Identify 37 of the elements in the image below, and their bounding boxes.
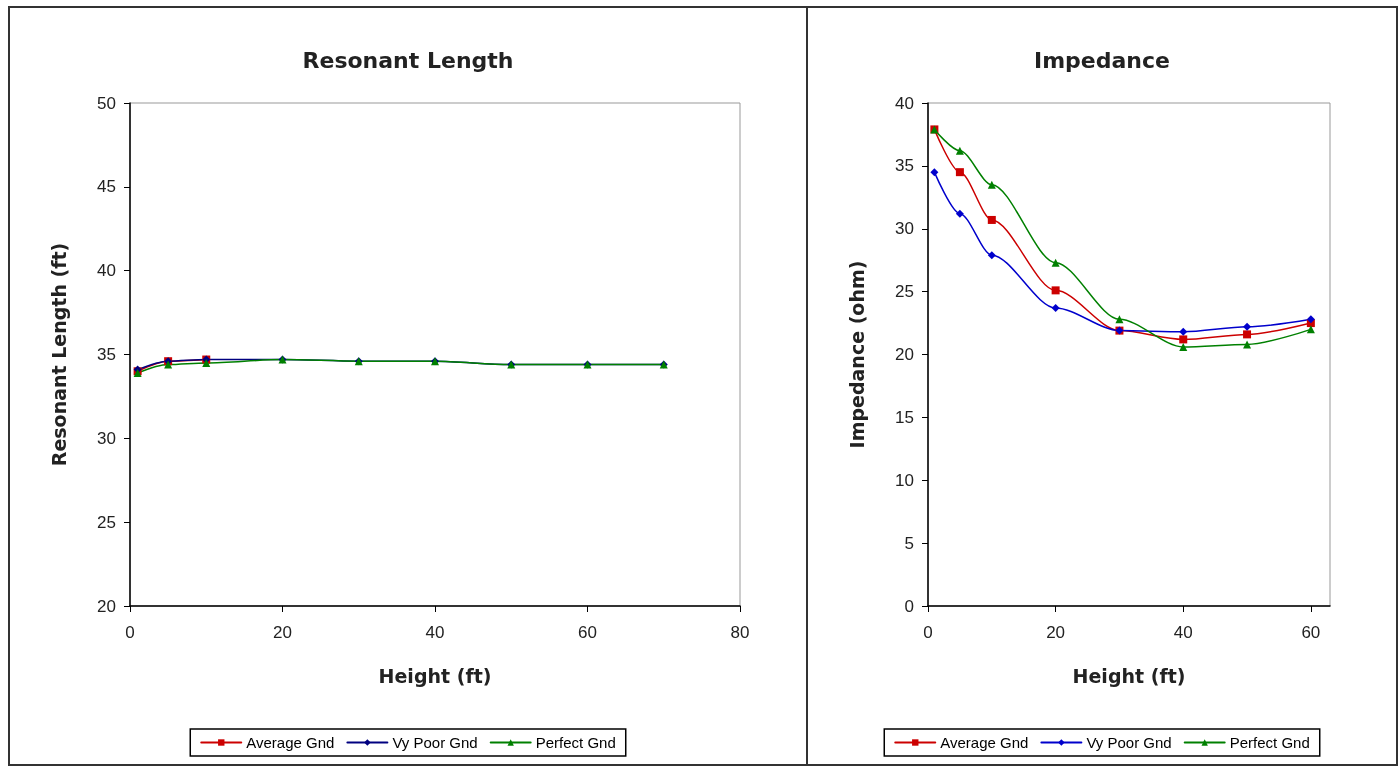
x-tick-label: 20 bbox=[273, 623, 292, 642]
y-tick-label: 25 bbox=[97, 512, 116, 532]
x-tick-label: 60 bbox=[578, 623, 597, 642]
x-tick-label: 80 bbox=[730, 623, 750, 642]
y-axis-title: Resonant Length (ft) bbox=[47, 242, 70, 467]
x-tick-label: 0 bbox=[125, 623, 135, 642]
x-axis-title: Height (ft) bbox=[1072, 664, 1186, 687]
y-tick-label: 20 bbox=[895, 345, 914, 364]
y-tick-label: 5 bbox=[904, 533, 914, 553]
y-tick-label: 45 bbox=[97, 177, 116, 197]
legend-label: Vy Poor Gnd bbox=[392, 734, 478, 751]
legend-label: Average Gnd bbox=[940, 734, 1029, 751]
y-tick-label: 10 bbox=[895, 470, 914, 490]
legend-label: Perfect Gnd bbox=[535, 734, 616, 751]
chart-title: Impedance bbox=[1034, 47, 1170, 73]
legend-label: Average Gnd bbox=[246, 734, 335, 751]
y-tick-label: 40 bbox=[97, 261, 116, 281]
legend-label: Vy Poor Gnd bbox=[1086, 734, 1172, 751]
x-tick-label: 40 bbox=[1173, 623, 1193, 642]
y-axis-title: Impedance (ohm) bbox=[845, 260, 868, 449]
x-tick-label: 60 bbox=[1301, 623, 1321, 642]
y-tick-label: 50 bbox=[97, 93, 116, 113]
y-tick-label: 30 bbox=[895, 219, 914, 239]
chart-title: Resonant Length bbox=[302, 47, 514, 73]
y-tick-label: 35 bbox=[97, 345, 116, 364]
y-tick-label: 20 bbox=[97, 596, 116, 616]
x-tick-label: 20 bbox=[1046, 623, 1066, 642]
y-tick-label: 30 bbox=[97, 428, 116, 448]
x-tick-label: 0 bbox=[923, 623, 933, 642]
legend-label: Perfect Gnd bbox=[1229, 734, 1310, 751]
y-tick-label: 15 bbox=[895, 407, 914, 427]
y-tick-label: 40 bbox=[895, 93, 914, 113]
y-tick-label: 35 bbox=[895, 156, 914, 176]
y-tick-label: 0 bbox=[904, 596, 914, 616]
y-tick-label: 25 bbox=[895, 282, 914, 302]
x-axis-title: Height (ft) bbox=[378, 664, 492, 687]
x-tick-label: 40 bbox=[425, 623, 445, 642]
